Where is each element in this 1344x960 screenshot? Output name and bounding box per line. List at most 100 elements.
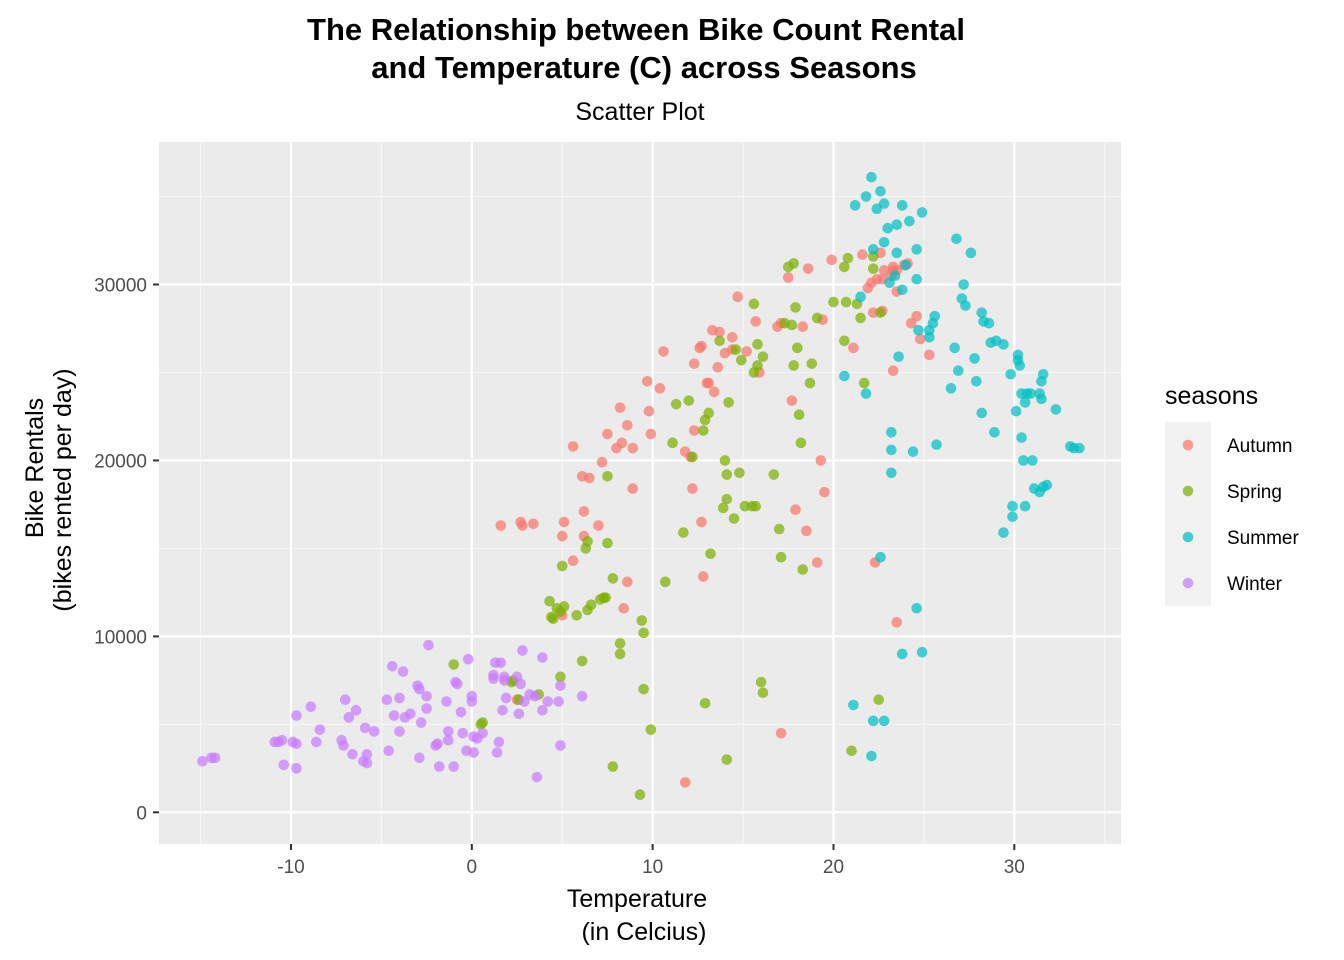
point-spring — [730, 344, 742, 355]
point-winter — [415, 717, 427, 728]
legend-key-spring — [1182, 485, 1194, 497]
x-axis-title: Temperature (in Celcius) — [567, 885, 707, 946]
point-spring — [757, 687, 769, 698]
point-autumn — [558, 516, 570, 528]
point-winter — [499, 675, 510, 686]
point-autumn — [750, 316, 762, 327]
point-summer — [875, 551, 886, 563]
point-spring — [840, 296, 852, 308]
point-spring — [697, 425, 709, 436]
point-spring — [547, 613, 559, 625]
point-autumn — [528, 518, 539, 530]
point-spring — [752, 339, 763, 350]
point-summer — [983, 317, 995, 329]
legend-key-winter — [1182, 577, 1194, 589]
point-summer — [1018, 455, 1029, 466]
point-winter — [423, 639, 434, 651]
point-summer — [931, 439, 942, 450]
point-autumn — [819, 486, 830, 498]
point-summer — [971, 375, 982, 387]
point-autumn — [627, 483, 639, 494]
point-summer — [886, 467, 897, 479]
x-axis: -10 0 10 20 30 — [277, 844, 1025, 878]
point-spring — [582, 536, 593, 547]
point-autumn — [622, 576, 633, 588]
legend-items: Autumn Spring Summer Winter — [1182, 436, 1299, 595]
point-autumn — [801, 525, 812, 537]
point-spring — [602, 537, 613, 549]
point-spring — [705, 548, 716, 559]
point-autumn — [645, 428, 657, 440]
point-summer — [886, 427, 897, 438]
chart-subtitle: Scatter Plot — [575, 98, 704, 126]
point-summer — [866, 171, 877, 183]
point-winter — [414, 752, 425, 764]
point-summer — [1037, 368, 1049, 380]
point-summer — [976, 307, 988, 318]
point-winter — [443, 734, 454, 746]
point-winter — [381, 694, 393, 706]
point-winter — [529, 690, 541, 702]
point-autumn — [741, 346, 752, 357]
point-spring — [602, 470, 613, 482]
point-spring — [660, 576, 671, 588]
point-spring — [721, 469, 733, 480]
point-spring — [607, 761, 619, 772]
point-winter — [197, 756, 208, 767]
point-winter — [350, 704, 362, 716]
point-spring — [728, 513, 740, 524]
point-spring — [806, 358, 818, 369]
point-summer — [1007, 511, 1018, 523]
point-summer — [1025, 388, 1036, 399]
point-winter — [443, 726, 454, 737]
point-summer — [866, 750, 877, 762]
point-spring — [790, 302, 801, 313]
point-spring — [699, 697, 711, 709]
legend-label-summer: Summer — [1227, 528, 1299, 549]
point-winter — [368, 726, 380, 737]
point-winter — [542, 696, 554, 707]
point-winter — [314, 724, 326, 735]
point-autumn — [786, 395, 798, 406]
point-spring — [585, 599, 597, 611]
point-autumn — [696, 340, 707, 352]
point-spring — [775, 551, 787, 563]
point-autumn — [857, 249, 868, 260]
point-winter — [515, 678, 526, 690]
point-spring — [750, 500, 762, 512]
point-summer — [913, 324, 924, 336]
point-autumn — [732, 291, 743, 303]
point-summer — [976, 407, 988, 419]
point-winter — [576, 690, 588, 702]
point-autumn — [848, 342, 859, 354]
point-spring — [867, 263, 879, 274]
point-autumn — [596, 456, 608, 468]
point-autumn — [658, 346, 669, 357]
point-summer — [929, 310, 941, 322]
point-summer — [889, 270, 901, 282]
point-winter — [291, 710, 302, 721]
point-autumn — [688, 425, 700, 436]
point-spring — [721, 493, 733, 505]
legend-key-autumn — [1182, 439, 1194, 451]
point-spring — [873, 694, 884, 706]
point-winter — [276, 734, 288, 746]
point-winter — [414, 683, 425, 695]
point-summer — [855, 291, 866, 303]
point-winter — [531, 771, 543, 783]
point-winter — [383, 745, 394, 757]
point-autumn — [578, 506, 590, 517]
point-summer — [860, 191, 872, 202]
point-winter — [291, 763, 302, 774]
point-autumn — [708, 386, 720, 398]
point-spring — [670, 398, 682, 410]
point-winter — [421, 703, 432, 714]
point-spring — [614, 638, 626, 649]
point-winter — [500, 692, 512, 704]
point-summer — [891, 247, 903, 259]
point-autumn — [556, 530, 568, 542]
point-spring — [855, 312, 866, 324]
point-winter — [359, 722, 371, 734]
point-summer — [965, 247, 977, 259]
